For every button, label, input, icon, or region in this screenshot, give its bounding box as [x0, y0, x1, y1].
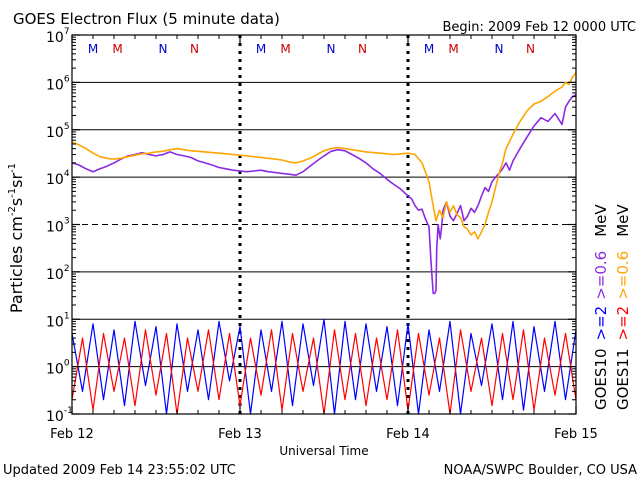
satellite-marker: N [159, 42, 168, 56]
svg-text:Particles cm-2s-1sr-1: Particles cm-2s-1sr-1 [7, 163, 26, 313]
legend-item: MeV [614, 204, 632, 237]
legend-row: GOES10 >=2 >=0.6 MeV [592, 204, 610, 410]
x-tick-label: Feb 12 [50, 427, 94, 442]
chart-title: GOES Electron Flux (5 minute data) [13, 10, 280, 28]
satellite-marker: M [424, 42, 434, 56]
grid-lines [72, 35, 576, 414]
y-axis-label: Particles cm-2s-1sr-1 [7, 163, 26, 313]
y-tick-label: 104 [46, 169, 70, 188]
satellite-marker: M [256, 42, 266, 56]
updated-timestamp: Updated 2009 Feb 14 23:55:02 UTC [3, 463, 236, 478]
y-tick-label: 103 [46, 217, 70, 236]
y-tick-label: 101 [46, 311, 70, 330]
legend-item: GOES11 [614, 348, 632, 410]
satellite-marker: M [112, 42, 122, 56]
y-label-exp3: -1 [7, 163, 18, 173]
y-tick-label: 100 [46, 359, 70, 378]
satellite-marker: M [88, 42, 98, 56]
y-tick-label: 107 [46, 27, 70, 46]
y-label-main: Particles cm [7, 216, 26, 313]
legend-item: GOES10 [592, 348, 610, 410]
y-tick-label: 102 [46, 264, 70, 283]
legend-text: GOES10 >=2 >=0.6 MeV [592, 204, 610, 410]
legend-row: GOES11 >=2 >=0.6 MeV [614, 204, 632, 410]
y-label-s: s [7, 198, 26, 206]
y-tick-label: 10-1 [46, 406, 73, 425]
y-tick-label: 106 [46, 74, 70, 93]
satellite-marker: M [280, 42, 290, 56]
satellite-marker: N [190, 42, 199, 56]
legend-item: >=0.6 [614, 251, 632, 300]
legend-item: >=0.6 [592, 251, 610, 300]
series-line-goes11-0-6-mev [71, 72, 577, 240]
x-axis-label: Universal Time [279, 444, 368, 458]
x-tick-label: Feb 13 [218, 427, 262, 442]
begin-date: Begin: 2009 Feb 12 0000 UTC [442, 20, 636, 35]
credit-text: NOAA/SWPC Boulder, CO USA [444, 463, 637, 478]
axes: 10-1 100 101 102 103 104 105 106 107 Feb 12 Feb 13… [46, 27, 598, 442]
y-label-sr: sr [7, 173, 26, 188]
y-label-exp2: -1 [7, 188, 18, 198]
x-tick-label: Feb 15 [554, 427, 598, 442]
x-tick-label: Feb 14 [386, 427, 430, 442]
legend-item: MeV [592, 204, 610, 237]
series-line-goes10-0-6-mev [71, 93, 577, 295]
y-label-exp1: -2 [7, 206, 18, 216]
satellite-marker: M [448, 42, 458, 56]
satellite-marker: N [327, 42, 336, 56]
satellite-marker: N [495, 42, 504, 56]
legend-text: GOES11 >=2 >=0.6 MeV [614, 204, 632, 410]
satellite-marker: N [526, 42, 535, 56]
series-06mev [71, 72, 577, 295]
satellite-marker: N [358, 42, 367, 56]
y-tick-label: 105 [46, 122, 70, 141]
series-line-goes10-2-mev [71, 318, 577, 415]
legend-item: >=2 [614, 306, 632, 341]
legend-item: >=2 [592, 306, 610, 341]
